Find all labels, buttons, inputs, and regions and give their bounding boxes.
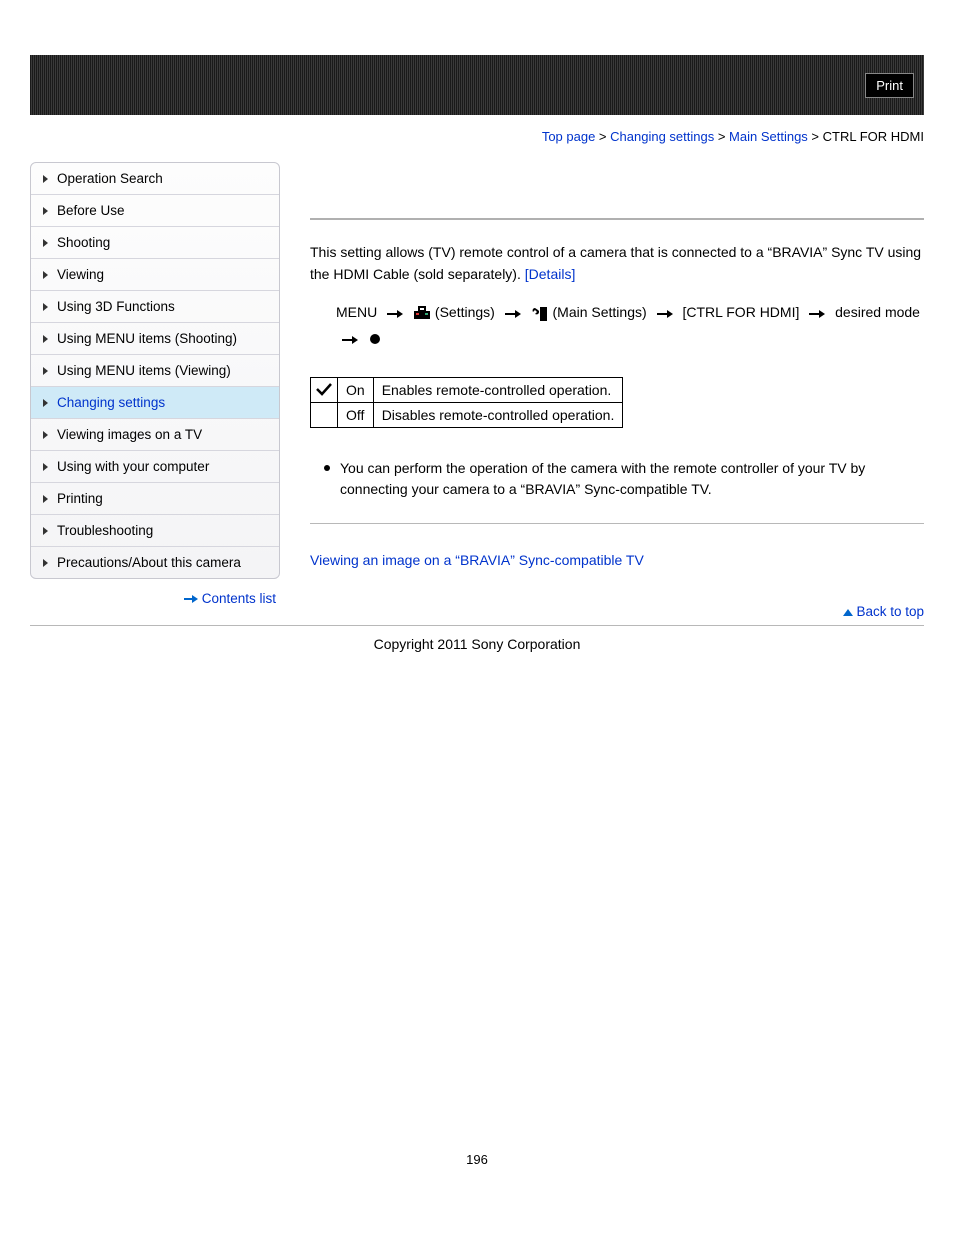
path-main-settings: (Main Settings) <box>553 304 647 320</box>
arrow-icon <box>505 310 521 318</box>
sidebar-item[interactable]: Printing <box>31 483 279 515</box>
table-cell-check <box>311 402 338 427</box>
breadcrumb-link[interactable]: Main Settings <box>729 129 808 144</box>
sidebar-item[interactable]: Changing settings <box>31 387 279 419</box>
menu-path: MENU (Settings) <box>310 285 924 370</box>
breadcrumb-sep: > <box>595 129 610 144</box>
sidebar-item[interactable]: Using MENU items (Shooting) <box>31 323 279 355</box>
path-settings: (Settings) <box>435 304 495 320</box>
sidebar-item[interactable]: Shooting <box>31 227 279 259</box>
back-to-top-link[interactable]: Back to top <box>856 604 924 619</box>
path-ctrl: [CTRL FOR HDMI] <box>682 304 799 320</box>
breadcrumb-current: CTRL FOR HDMI <box>823 129 924 144</box>
table-row: OnEnables remote-controlled operation. <box>311 377 623 402</box>
arrow-icon <box>387 310 403 318</box>
intro-text: This setting allows (TV) remote control … <box>310 242 924 285</box>
sidebar-item[interactable]: Using 3D Functions <box>31 291 279 323</box>
table-cell-desc: Enables remote-controlled operation. <box>373 377 623 402</box>
header-band: Print <box>30 55 924 115</box>
table-row: OffDisables remote-controlled operation. <box>311 402 623 427</box>
toolbox-icon <box>413 306 431 322</box>
arrow-right-icon <box>184 596 198 602</box>
arrow-icon <box>809 310 825 318</box>
path-menu: MENU <box>336 304 377 320</box>
arrow-icon <box>342 336 358 344</box>
breadcrumb-sep: > <box>714 129 729 144</box>
sidebar-item[interactable]: Viewing <box>31 259 279 291</box>
sidebar-item[interactable]: Operation Search <box>31 163 279 195</box>
path-desired: desired mode <box>835 304 920 320</box>
related-topic: Viewing an image on a “BRAVIA” Sync-comp… <box>310 552 924 568</box>
details-link[interactable]: [Details] <box>525 266 576 282</box>
sidebar-item[interactable]: Precautions/About this camera <box>31 547 279 578</box>
table-cell-desc: Disables remote-controlled operation. <box>373 402 623 427</box>
print-button[interactable]: Print <box>865 73 914 98</box>
sidebar-item[interactable]: Before Use <box>31 195 279 227</box>
wrench-icon <box>531 306 549 322</box>
confirm-dot-icon <box>368 332 386 348</box>
sidebar-item[interactable]: Viewing images on a TV <box>31 419 279 451</box>
arrow-icon <box>657 310 673 318</box>
table-cell-check <box>311 377 338 402</box>
copyright-text: Copyright 2011 Sony Corporation <box>30 626 924 672</box>
page-number: 196 <box>30 672 924 1167</box>
table-cell-name: On <box>338 377 374 402</box>
back-to-top-row: Back to top <box>310 568 924 625</box>
sidebar-item[interactable]: Using MENU items (Viewing) <box>31 355 279 387</box>
contents-list-link[interactable]: Contents list <box>202 591 276 606</box>
breadcrumb-sep: > <box>808 129 823 144</box>
related-link[interactable]: Viewing an image on a “BRAVIA” Sync-comp… <box>310 552 644 568</box>
table-cell-name: Off <box>338 402 374 427</box>
side-navigation: Operation SearchBefore UseShootingViewin… <box>30 162 280 579</box>
breadcrumb-link[interactable]: Top page <box>542 129 596 144</box>
settings-table: OnEnables remote-controlled operation.Of… <box>310 377 623 428</box>
sidebar-item[interactable]: Troubleshooting <box>31 515 279 547</box>
intro-pre: This setting allows (TV) remote control … <box>310 244 921 282</box>
checkmark-icon <box>315 382 333 398</box>
breadcrumb: Top page > Changing settings > Main Sett… <box>30 115 924 162</box>
divider <box>310 523 924 524</box>
divider <box>310 218 924 220</box>
breadcrumb-link[interactable]: Changing settings <box>610 129 714 144</box>
note-list: You can perform the operation of the cam… <box>310 458 924 523</box>
main-content: This setting allows (TV) remote control … <box>310 162 924 625</box>
note-item: You can perform the operation of the cam… <box>324 458 924 501</box>
triangle-up-icon <box>843 609 853 616</box>
sidebar-item[interactable]: Using with your computer <box>31 451 279 483</box>
contents-list-row: Contents list <box>30 579 280 606</box>
